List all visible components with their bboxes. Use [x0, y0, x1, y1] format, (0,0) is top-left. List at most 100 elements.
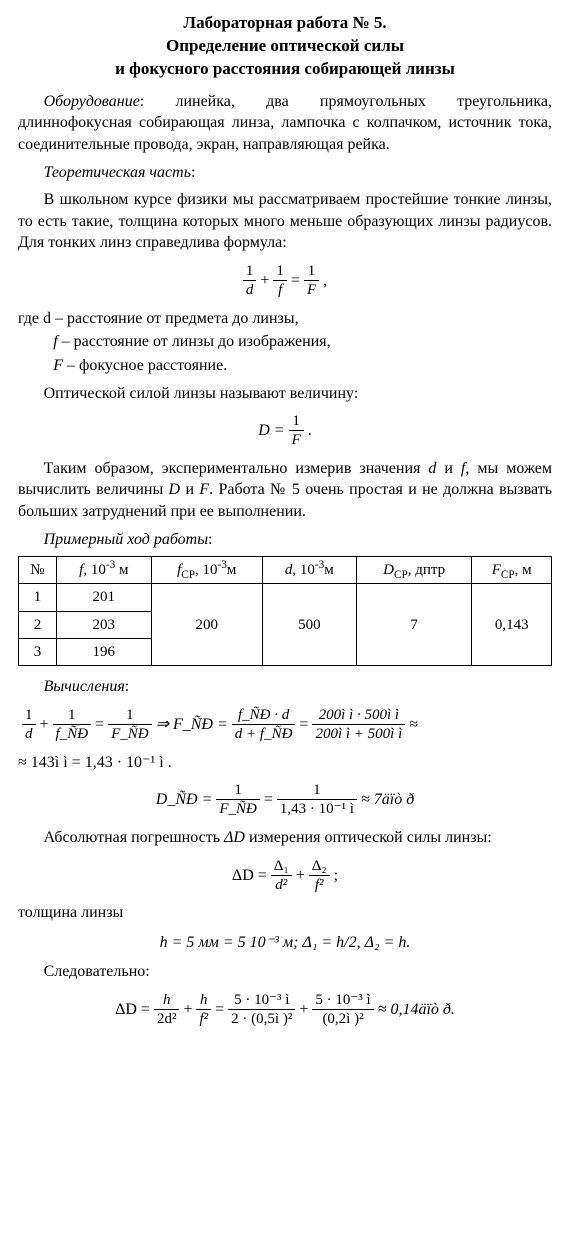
d: f²: [309, 876, 330, 895]
calc-p6: Следовательно:: [18, 961, 552, 983]
cell-f: 196: [56, 638, 151, 665]
n: h: [196, 991, 211, 1010]
n: h: [154, 991, 180, 1010]
cell-f: 203: [56, 611, 151, 638]
dD: ΔD: [224, 829, 245, 846]
d: f²: [196, 1010, 211, 1029]
and: и: [436, 460, 461, 477]
and2: и: [180, 481, 199, 498]
num: 1: [289, 412, 304, 431]
where-f: f – расстояние от линзы до изображения,: [18, 331, 552, 353]
tail: ≈ 0,14äïò ð.: [378, 1001, 455, 1018]
th-Fcp: FСР, м: [472, 557, 552, 584]
n: f_ÑÐ · d: [232, 706, 296, 725]
plus: +: [260, 272, 269, 289]
n: 5 · 10⁻³ ì: [312, 991, 373, 1010]
den: F: [289, 431, 304, 450]
title-line-1: Лабораторная работа № 5.: [183, 13, 386, 32]
eq: =: [291, 272, 300, 289]
lab-title: Лабораторная работа № 5. Определение опт…: [18, 12, 552, 81]
lhs: ΔD =: [232, 867, 271, 884]
d: F_ÑÐ: [216, 800, 260, 819]
D-eq: D =: [258, 422, 288, 439]
d: (0,2ì )²: [312, 1010, 373, 1029]
cell-fcp: 200: [151, 584, 262, 666]
cell-Fcp: 0,143: [472, 584, 552, 666]
equipment-label: Оборудование: [44, 93, 140, 110]
measurements-table: № f, 10-3 м fСР, 10-3м d, 10-3м DСР, дпт…: [18, 556, 552, 666]
F: F: [199, 481, 209, 498]
formula-thin-lens: 1 d + 1 f = 1 F ,: [18, 262, 552, 300]
n: 200ì ì · 500ì ì: [312, 706, 405, 725]
calc-p5: толщина линзы: [18, 902, 552, 924]
where-f-text: – расстояние от линзы до изображения,: [58, 333, 331, 350]
mid: =: [264, 791, 277, 808]
theory-header-text: Теоретическая часть: [44, 164, 191, 181]
n: Δ₁: [271, 857, 292, 876]
th-Dcp: DСР, дптр: [356, 557, 471, 584]
mid: =: [215, 1001, 228, 1018]
where-d: где d – расстояние от предмета до линзы,: [18, 308, 552, 330]
calc-header-text: Вычисления: [44, 678, 125, 695]
approx: ≈: [409, 716, 418, 733]
cell-n: 1: [19, 584, 57, 611]
frac-1-F: 1 F: [304, 262, 319, 300]
line4-text: h = 5 мм = 5 10⁻³ м; Δ₁ = h/2, Δ₂ = h.: [160, 934, 411, 951]
equipment-para: Оборудование: линейка, два прямоугольных…: [18, 91, 552, 156]
lhs: D_ÑÐ =: [156, 791, 217, 808]
formula-optical-power: D = 1 F .: [18, 412, 552, 450]
n: 1: [108, 706, 152, 725]
d: f_ÑÐ: [53, 725, 92, 744]
cell-n: 2: [19, 611, 57, 638]
d: 2 · (0,5ì )²: [228, 1010, 295, 1029]
t2: измерения оптической силы линзы:: [245, 829, 492, 846]
frac-1-f: 1 f: [273, 262, 287, 300]
theory-p2: Оптической силой линзы называют величину…: [18, 383, 552, 405]
D: D: [169, 481, 181, 498]
th-d: d, 10-3м: [262, 557, 356, 584]
th-n: №: [19, 557, 57, 584]
tail: .: [308, 422, 312, 439]
plus2: +: [299, 1001, 312, 1018]
work-header: Примерный ход работы:: [18, 529, 552, 551]
theory-p1: В школьном курсе физики мы рассматриваем…: [18, 189, 552, 254]
lhs: ΔD =: [115, 1001, 154, 1018]
d: 1,43 · 10⁻¹ ì: [277, 800, 357, 819]
n: 1: [216, 781, 260, 800]
tail: ,: [323, 272, 327, 289]
table-header-row: № f, 10-3 м fСР, 10-3м d, 10-3м DСР, дпт…: [19, 557, 552, 584]
calc-line-1: 1d + 1f_ÑÐ = 1F_ÑÐ ⇒ F_ÑÐ = f_ÑÐ · dd + …: [18, 706, 552, 744]
tail: ;: [334, 867, 338, 884]
cell-n: 3: [19, 638, 57, 665]
th-fcp: fСР, 10-3м: [151, 557, 262, 584]
n: 1: [53, 706, 92, 725]
d: d²: [271, 876, 292, 895]
den: F: [304, 281, 319, 300]
frac-1-F-2: 1 F: [289, 412, 304, 450]
d: d + f_ÑÐ: [232, 725, 296, 744]
title-line-2: Определение оптической силы: [166, 36, 404, 55]
calc-p4: Абсолютная погрешность ΔD измерения опти…: [18, 827, 552, 849]
arrow: ⇒ F_ÑÐ =: [156, 716, 232, 733]
cell-f: 201: [56, 584, 151, 611]
th-f: f, 10-3 м: [56, 557, 151, 584]
calc-line-3: ΔD = Δ₁d² + Δ₂f² ;: [18, 857, 552, 895]
d: 200ì ì + 500ì ì: [312, 725, 405, 744]
work-header-text: Примерный ход работы: [44, 531, 208, 548]
den: f: [273, 281, 287, 300]
t: Абсолютная погрешность: [44, 829, 224, 846]
tail: ≈ 7äïò ð: [361, 791, 414, 808]
n: 1: [22, 706, 36, 725]
den: d: [243, 281, 257, 300]
num: 1: [243, 262, 257, 281]
calc-line-4: h = 5 мм = 5 10⁻³ м; Δ₁ = h/2, Δ₂ = h.: [18, 932, 552, 954]
table-row: 1 201 200 500 7 0,143: [19, 584, 552, 611]
calc-header: Вычисления:: [18, 676, 552, 698]
theory-p3: Таким образом, экспериментально измерив …: [18, 458, 552, 523]
calc-line-5: ΔD = h2d² + hf² = 5 · 10⁻³ ì2 · (0,5ì )²…: [18, 991, 552, 1029]
num: 1: [273, 262, 287, 281]
t: Таким образом, экспериментально измерив …: [44, 460, 429, 477]
num: 1: [304, 262, 319, 281]
frac-1-d: 1 d: [243, 262, 257, 300]
d: 2d²: [154, 1010, 180, 1029]
